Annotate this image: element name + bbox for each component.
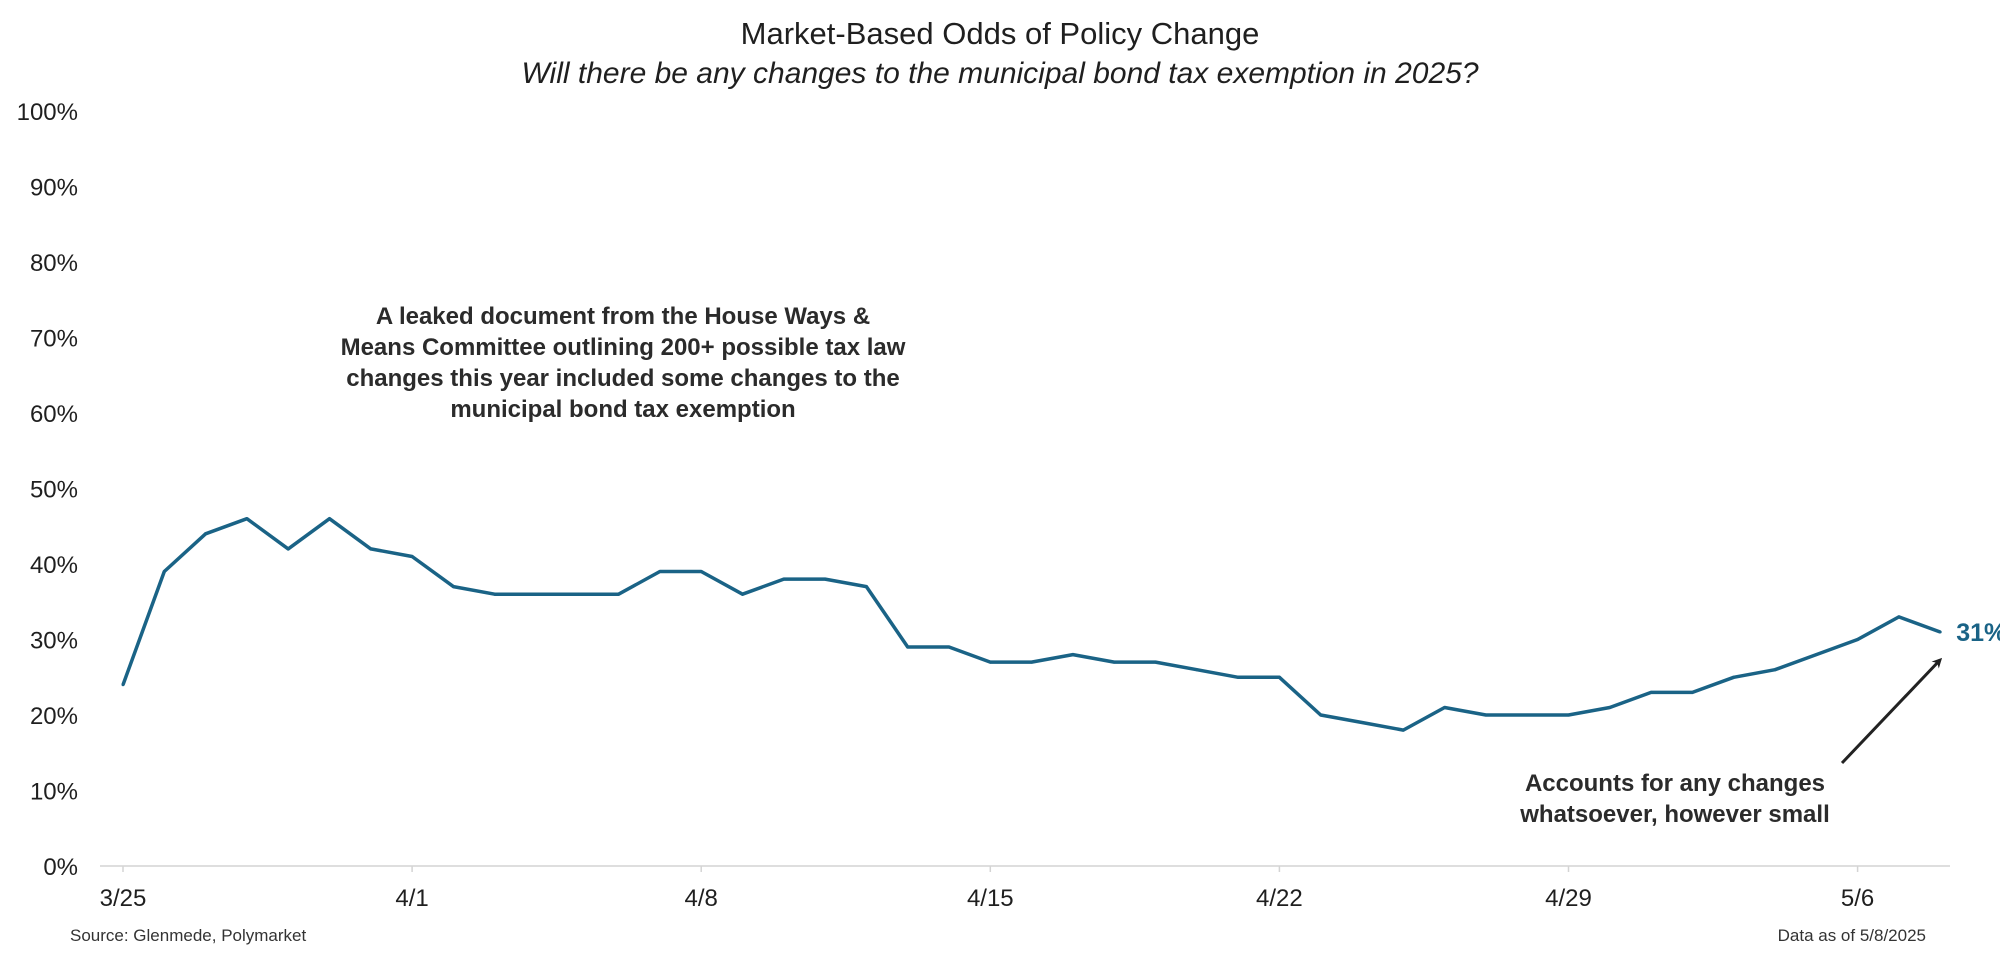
data-point <box>369 547 373 551</box>
x-tick-label: 4/22 <box>1256 885 1303 912</box>
x-tick-label: 4/15 <box>967 885 1014 912</box>
annotation-leaked-document: A leaked document from the House Ways & M… <box>341 303 906 423</box>
data-point <box>1690 690 1694 694</box>
data-point <box>1649 690 1653 694</box>
data-point <box>864 585 868 589</box>
y-tick-label: 40% <box>30 552 78 579</box>
data-point <box>1484 713 1488 717</box>
data-point <box>1773 668 1777 672</box>
chart-subtitle: Will there be any changes to the municip… <box>521 57 1479 90</box>
x-tick-label: 3/25 <box>100 885 147 912</box>
data-point <box>1608 705 1612 709</box>
data-point <box>493 592 497 596</box>
data-point <box>121 683 125 687</box>
data-point <box>1443 705 1447 709</box>
data-point <box>1897 615 1901 619</box>
y-tick-label: 50% <box>30 477 78 504</box>
data-point <box>617 592 621 596</box>
y-tick-label: 0% <box>43 854 78 881</box>
chart-title: Market-Based Odds of Policy Change <box>740 16 1260 51</box>
y-tick-label: 70% <box>30 326 78 353</box>
x-tick-label: 4/29 <box>1545 885 1592 912</box>
data-point <box>1154 660 1157 664</box>
annotation-line: Means Committee outlining 200+ possible … <box>341 334 906 361</box>
y-tick-label: 30% <box>30 628 78 655</box>
annotation-line: A leaked document from the House Ways & <box>376 303 870 330</box>
data-point <box>286 547 290 551</box>
data-point <box>534 592 538 596</box>
data-point <box>1401 728 1405 732</box>
annotation-line: whatsoever, however small <box>1519 801 1829 828</box>
source-note: Source: Glenmede, Polymarket <box>70 926 307 945</box>
y-axis-ticks: 0% 10% 20% 30% 40% 50% 60% 70% 80% 90% 100% <box>17 99 78 881</box>
data-point <box>699 570 703 574</box>
data-point <box>1319 713 1323 717</box>
data-point <box>1236 675 1240 679</box>
data-point <box>1112 660 1116 664</box>
data-point <box>1030 660 1034 664</box>
data-point <box>410 554 414 558</box>
data-point <box>947 645 951 649</box>
y-tick-label: 90% <box>30 175 78 202</box>
data-point <box>1360 721 1364 725</box>
annotation-any-changes: Accounts for any changes whatsoever, howe… <box>1519 770 1829 828</box>
series-line <box>121 516 1941 732</box>
data-point <box>1277 675 1281 679</box>
y-tick-label: 20% <box>30 703 78 730</box>
data-point <box>1567 713 1570 717</box>
data-point <box>245 517 249 521</box>
x-tick-label: 5/6 <box>1841 885 1874 912</box>
annotation-arrow <box>1840 657 1943 765</box>
data-point <box>988 660 992 664</box>
data-point <box>328 517 331 521</box>
data-point <box>1856 638 1860 641</box>
series-points <box>121 517 1942 732</box>
data-point <box>575 592 579 596</box>
data-point <box>1525 713 1529 717</box>
data-point <box>1938 630 1942 634</box>
data-point <box>823 577 827 581</box>
data-date-note: Data as of 5/8/2025 <box>1777 926 1926 945</box>
data-point <box>451 585 455 589</box>
y-tick-label: 100% <box>17 99 78 126</box>
x-tick-label: 4/8 <box>685 885 718 912</box>
data-point <box>1071 653 1075 657</box>
data-point <box>906 645 910 649</box>
y-tick-label: 60% <box>30 401 78 428</box>
data-point <box>782 577 786 581</box>
annotation-line: municipal bond tax exemption <box>450 396 795 423</box>
y-tick-label: 10% <box>30 779 78 806</box>
x-tick-label: 4/1 <box>395 885 428 912</box>
x-axis-ticks: 3/25 4/1 4/8 4/15 4/22 4/29 5/6 <box>100 866 1874 912</box>
end-value-label: 31% <box>1956 619 2000 647</box>
data-point <box>1195 668 1199 672</box>
y-tick-label: 80% <box>30 250 78 277</box>
data-point <box>1814 653 1818 657</box>
annotation-line: Accounts for any changes <box>1525 770 1825 797</box>
data-point <box>1732 675 1736 679</box>
data-point <box>658 570 662 574</box>
data-point <box>741 592 744 596</box>
data-point <box>204 532 208 536</box>
data-point <box>162 570 166 574</box>
annotation-line: changes this year included some changes … <box>346 365 900 392</box>
